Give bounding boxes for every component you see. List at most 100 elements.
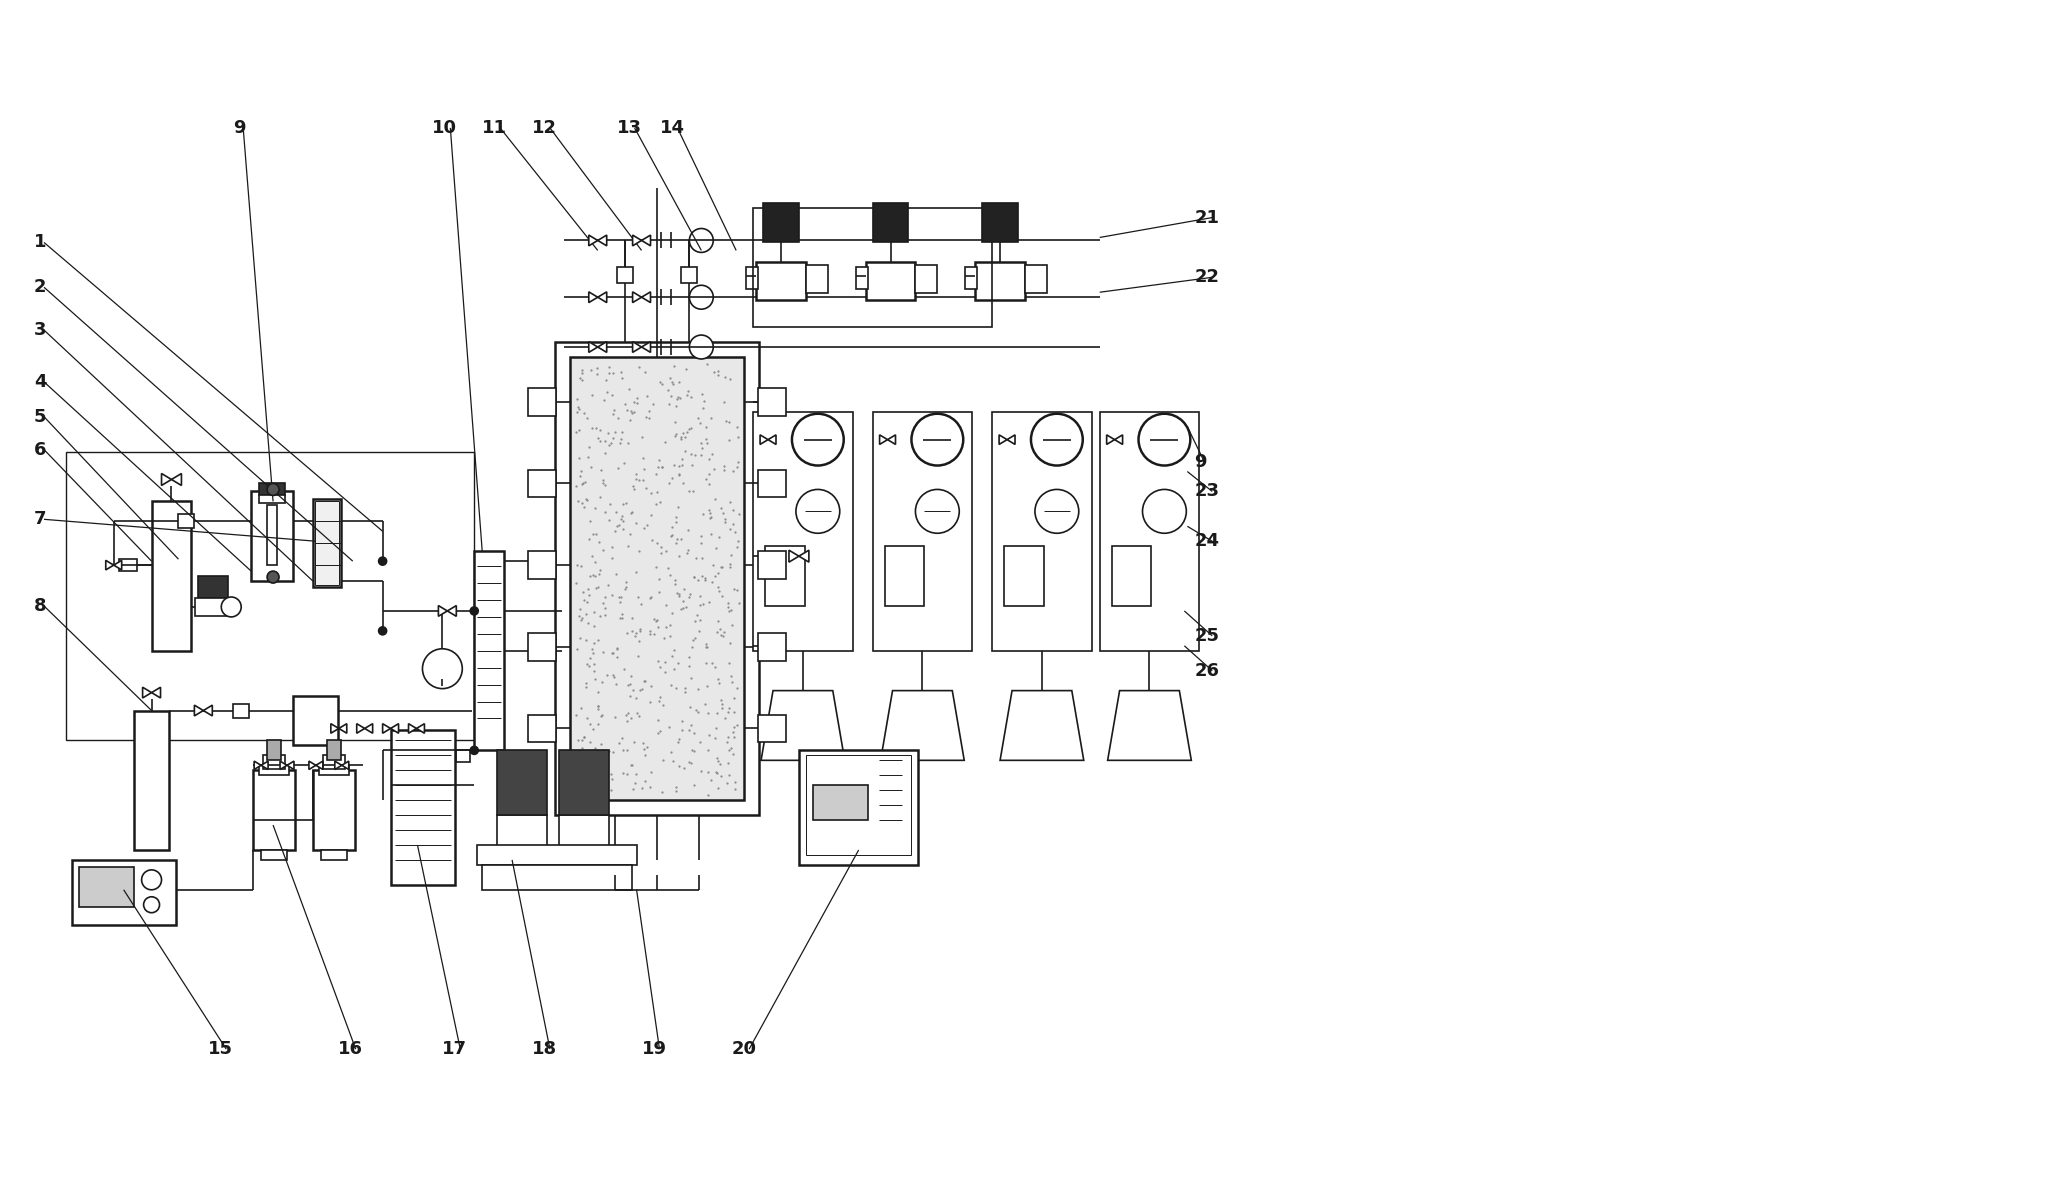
Text: 1: 1: [35, 234, 47, 252]
Bar: [873, 203, 908, 242]
Circle shape: [268, 571, 278, 583]
Bar: [528, 387, 556, 416]
Bar: [198, 576, 229, 598]
Bar: [264, 756, 284, 769]
Text: 24: 24: [1194, 532, 1219, 551]
Bar: [119, 559, 137, 571]
Polygon shape: [761, 690, 845, 760]
Polygon shape: [1000, 690, 1084, 760]
Bar: [965, 267, 978, 290]
Text: 3: 3: [35, 321, 47, 339]
Text: 11: 11: [483, 119, 507, 137]
Text: 13: 13: [618, 119, 642, 137]
Bar: [476, 845, 636, 865]
Circle shape: [470, 607, 479, 615]
Polygon shape: [448, 606, 456, 616]
Polygon shape: [417, 724, 425, 733]
Circle shape: [268, 484, 278, 496]
Bar: [80, 867, 133, 907]
Polygon shape: [409, 724, 417, 733]
Bar: [268, 740, 280, 760]
Bar: [865, 262, 916, 300]
Bar: [763, 203, 800, 242]
Polygon shape: [589, 342, 597, 353]
Bar: [474, 551, 505, 751]
Polygon shape: [597, 235, 607, 246]
Bar: [571, 356, 744, 800]
Text: 26: 26: [1194, 662, 1219, 679]
Polygon shape: [280, 762, 286, 770]
Text: 16: 16: [337, 1041, 362, 1058]
Bar: [65, 452, 474, 740]
Circle shape: [221, 597, 241, 617]
Polygon shape: [339, 724, 348, 733]
Bar: [806, 756, 912, 855]
Circle shape: [912, 414, 963, 466]
Circle shape: [1031, 414, 1082, 466]
Polygon shape: [789, 551, 800, 563]
Bar: [885, 546, 924, 606]
Bar: [252, 491, 292, 581]
Circle shape: [141, 870, 162, 889]
Bar: [483, 865, 632, 889]
Bar: [757, 262, 806, 300]
Text: 6: 6: [35, 441, 47, 459]
Bar: [133, 710, 170, 850]
Bar: [254, 770, 294, 850]
Circle shape: [378, 627, 387, 635]
Polygon shape: [1006, 435, 1014, 445]
Polygon shape: [642, 342, 650, 353]
Polygon shape: [589, 292, 597, 303]
Polygon shape: [115, 560, 123, 570]
Bar: [1100, 411, 1198, 651]
Circle shape: [796, 490, 840, 533]
Bar: [759, 714, 785, 743]
Bar: [1112, 546, 1151, 606]
Bar: [681, 267, 697, 284]
Polygon shape: [162, 473, 172, 485]
Bar: [315, 502, 339, 585]
Text: 21: 21: [1194, 209, 1219, 226]
Bar: [233, 703, 249, 718]
Bar: [855, 267, 867, 290]
Bar: [391, 731, 456, 884]
Bar: [528, 633, 556, 660]
Polygon shape: [769, 435, 775, 445]
Bar: [800, 751, 918, 865]
Polygon shape: [315, 762, 323, 770]
Bar: [1004, 546, 1043, 606]
Bar: [319, 765, 350, 775]
Polygon shape: [309, 762, 315, 770]
Polygon shape: [391, 724, 399, 733]
Polygon shape: [254, 762, 262, 770]
Bar: [456, 751, 470, 763]
Bar: [528, 714, 556, 743]
Polygon shape: [1108, 690, 1192, 760]
Polygon shape: [1106, 435, 1115, 445]
Bar: [759, 633, 785, 660]
Bar: [260, 496, 284, 503]
Polygon shape: [632, 342, 642, 353]
Bar: [497, 815, 546, 850]
Circle shape: [916, 490, 959, 533]
Bar: [753, 411, 853, 651]
Polygon shape: [597, 292, 607, 303]
Polygon shape: [143, 688, 151, 699]
Bar: [323, 756, 346, 769]
Bar: [196, 598, 231, 616]
Polygon shape: [597, 342, 607, 353]
Polygon shape: [331, 724, 339, 733]
Circle shape: [791, 414, 845, 466]
Polygon shape: [342, 762, 350, 770]
Polygon shape: [364, 724, 372, 733]
Bar: [765, 546, 806, 606]
Polygon shape: [632, 235, 642, 246]
Polygon shape: [335, 762, 342, 770]
Bar: [558, 751, 609, 815]
Polygon shape: [286, 762, 294, 770]
Text: 7: 7: [35, 510, 47, 528]
Polygon shape: [888, 435, 896, 445]
Text: 17: 17: [442, 1041, 468, 1058]
Bar: [759, 551, 785, 579]
Polygon shape: [800, 551, 810, 563]
